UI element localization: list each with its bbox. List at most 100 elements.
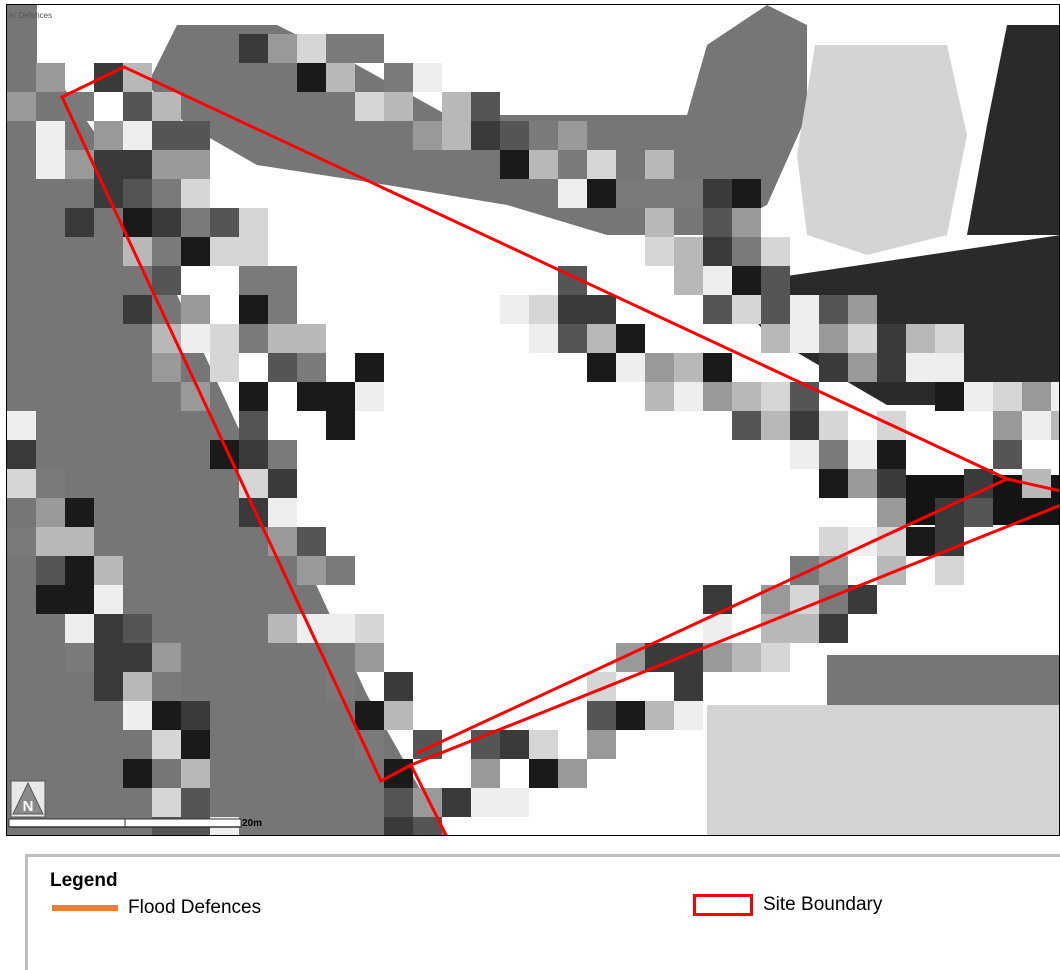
raster-cell <box>152 643 181 672</box>
raster-cell <box>790 295 819 324</box>
raster-cell <box>471 759 500 788</box>
raster-cell <box>123 295 152 324</box>
raster-cell <box>645 179 674 208</box>
raster-cell <box>993 440 1022 469</box>
raster-cell <box>471 92 500 121</box>
raster-cell <box>703 179 732 208</box>
raster-cell <box>500 788 529 817</box>
scale-bar <box>8 818 242 828</box>
raster-cell <box>152 208 181 237</box>
raster-cell <box>442 788 471 817</box>
map-canvas[interactable] <box>7 5 1060 836</box>
raster-cell <box>355 92 384 121</box>
raster-cell <box>732 208 761 237</box>
raster-cell <box>152 788 181 817</box>
site-boundary-inner-line <box>416 477 1008 755</box>
raster-cell <box>732 266 761 295</box>
raster-cell <box>616 179 645 208</box>
raster-cell <box>935 324 964 353</box>
raster-cell <box>471 788 500 817</box>
raster-cell <box>761 585 790 614</box>
raster-cell <box>587 701 616 730</box>
raster-cell <box>500 150 529 179</box>
raster-cell <box>732 411 761 440</box>
raster-cell <box>152 92 181 121</box>
raster-cell <box>935 353 964 382</box>
raster-cell <box>790 614 819 643</box>
raster-cell <box>674 382 703 411</box>
raster-cell <box>210 353 239 382</box>
raster-cell <box>906 324 935 353</box>
raster-cell <box>181 759 210 788</box>
raster-cell <box>7 411 36 440</box>
raster-cell <box>616 324 645 353</box>
raster-cell <box>819 440 848 469</box>
north-label: N <box>23 798 34 815</box>
raster-cell <box>297 527 326 556</box>
raster-cell <box>152 730 181 759</box>
raster-cell <box>355 382 384 411</box>
raster-cell <box>790 585 819 614</box>
raster-cell <box>7 469 36 498</box>
site-boundary-spur <box>409 764 448 835</box>
raster-cell <box>674 353 703 382</box>
raster-cell <box>732 382 761 411</box>
raster-cell <box>123 92 152 121</box>
legend-label-flood-defences: Flood Defences <box>128 897 262 918</box>
raster-cell <box>993 411 1022 440</box>
raster-cell <box>761 266 790 295</box>
raster-cell <box>877 440 906 469</box>
raster-cell <box>935 556 964 585</box>
raster-cell <box>819 469 848 498</box>
raster-cell <box>790 556 819 585</box>
raster-cell <box>355 643 384 672</box>
raster-cell <box>500 295 529 324</box>
raster-cell <box>94 614 123 643</box>
raster-cell <box>732 295 761 324</box>
raster-cell <box>268 440 297 469</box>
raster-cell <box>964 498 993 527</box>
raster-cell <box>239 498 268 527</box>
light-area-round <box>797 45 967 255</box>
raster-cell <box>152 672 181 701</box>
raster-cell <box>1022 411 1051 440</box>
raster-cell <box>355 34 384 63</box>
raster-cell <box>1022 382 1051 411</box>
raster-cell <box>587 179 616 208</box>
raster-cell <box>181 730 210 759</box>
raster-cell <box>268 614 297 643</box>
raster-cell <box>935 527 964 556</box>
raster-cell <box>732 179 761 208</box>
site-boundary-triangle <box>60 65 1059 784</box>
raster-cell <box>790 324 819 353</box>
raster-cell <box>268 498 297 527</box>
raster-cell <box>123 121 152 150</box>
raster-cell <box>761 382 790 411</box>
raster-cell <box>500 730 529 759</box>
raster-cell <box>819 411 848 440</box>
raster-cell <box>558 179 587 208</box>
raster-cell <box>848 469 877 498</box>
raster-cell <box>761 324 790 353</box>
raster-cell <box>268 353 297 382</box>
raster-cell <box>326 411 355 440</box>
raster-cell <box>790 440 819 469</box>
map-panel[interactable]: er Defences <box>6 4 1060 836</box>
legend-panel <box>25 854 1060 970</box>
raster-cell <box>645 208 674 237</box>
raster-cell <box>645 237 674 266</box>
raster-cell <box>123 150 152 179</box>
raster-cell <box>384 701 413 730</box>
raster-cell <box>326 614 355 643</box>
raster-cell <box>645 701 674 730</box>
raster-cell <box>355 614 384 643</box>
raster-cell <box>993 382 1022 411</box>
raster-cell <box>210 324 239 353</box>
raster-cell <box>152 237 181 266</box>
raster-cell <box>906 527 935 556</box>
raster-cell <box>877 556 906 585</box>
raster-cell <box>181 324 210 353</box>
raster-cell <box>384 92 413 121</box>
raster-cell <box>674 179 703 208</box>
raster-cell <box>587 353 616 382</box>
